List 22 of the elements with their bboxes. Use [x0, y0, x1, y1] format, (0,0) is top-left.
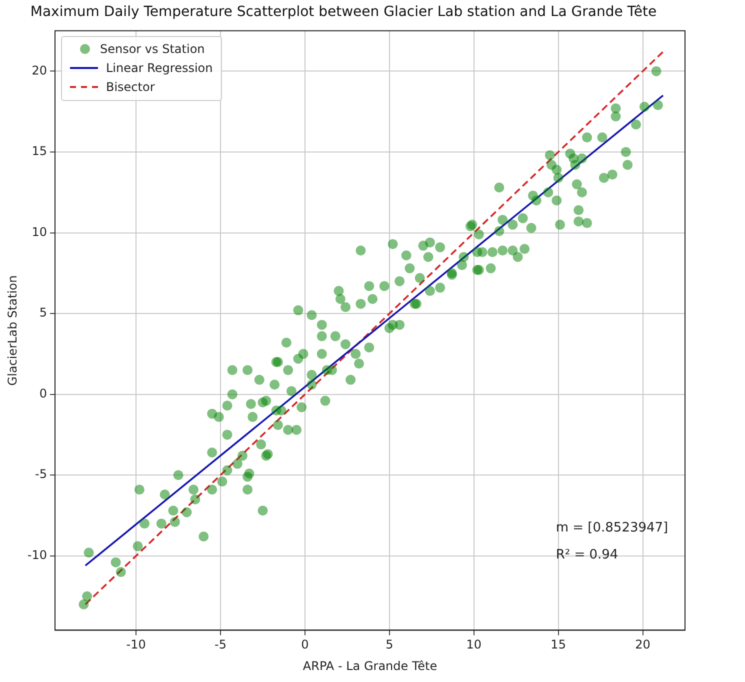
annotation: R² = 0.94: [556, 547, 618, 562]
y-tick-label: 10: [32, 224, 47, 239]
legend-label: Sensor vs Station: [100, 40, 205, 58]
x-tick-label: -5: [214, 638, 227, 652]
legend-label: Bisector: [106, 78, 155, 96]
y-tick-label: 5: [39, 306, 47, 320]
annotation: m = [0.8523947]: [556, 520, 668, 536]
x-tick-label: 15: [550, 638, 566, 652]
x-axis-title: ARPA - La Grande Tête: [302, 658, 438, 673]
y-tick-label: 0: [39, 386, 47, 400]
x-tick-label: 5: [386, 638, 394, 652]
x-tick-label: 0: [301, 638, 309, 652]
y-tick-label: -5: [35, 467, 47, 482]
y-tick-label: -10: [27, 548, 47, 562]
x-tick-label: -10: [126, 638, 146, 652]
y-axis-title: GlacierLab Station: [5, 275, 20, 386]
legend-label: Linear Regression: [106, 60, 213, 77]
x-tick-label: 20: [635, 638, 650, 652]
y-tick-label: 15: [32, 144, 47, 158]
x-tick-label: 10: [466, 638, 482, 652]
chart-title: Maximum Daily Temperature Scatterplot between Glacier Lab station and La Grande Tête: [30, 4, 657, 20]
y-tick-label: 20: [32, 63, 47, 78]
